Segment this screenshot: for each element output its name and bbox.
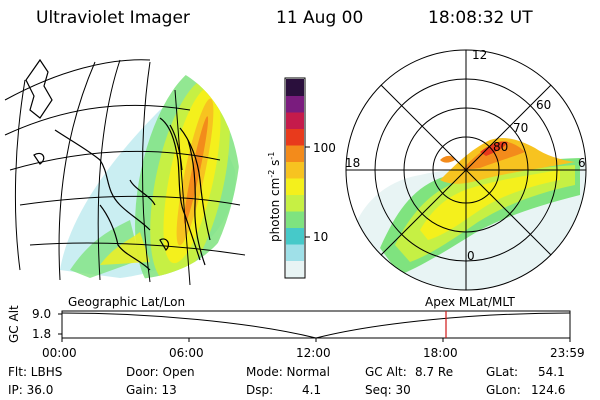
time-label-0600: 06:00 bbox=[169, 346, 204, 360]
apex-caption: Apex MLat/MLT bbox=[425, 295, 515, 309]
mlt-label-18: 18 bbox=[345, 156, 361, 170]
altitude-ylabel: GC Alt bbox=[7, 305, 21, 343]
seq-label: Seq: 30 bbox=[365, 383, 411, 397]
polar-plot bbox=[345, 49, 587, 291]
colorbar-segment bbox=[286, 227, 304, 245]
glon-label: GLon: bbox=[486, 383, 521, 397]
ip-label: IP: 36.0 bbox=[8, 383, 54, 397]
colorbar-unit-label: photon cm-2 s-1 bbox=[267, 151, 282, 242]
gc-alt-label: GC Alt: bbox=[365, 365, 407, 379]
time-label-0000: 00:00 bbox=[42, 346, 77, 360]
colorbar-segment bbox=[286, 79, 304, 96]
instrument-title: Ultraviolet Imager bbox=[36, 8, 190, 28]
filter-label: Flt: LBHS bbox=[8, 365, 63, 379]
altitude-plot bbox=[58, 310, 571, 342]
dsp-label: Dsp: bbox=[246, 383, 274, 397]
time-label-2359: 23:59 bbox=[550, 346, 585, 360]
colorbar-tick-100: 100 bbox=[313, 141, 336, 155]
colorbar-segment bbox=[286, 95, 304, 113]
time-label-1200: 12:00 bbox=[296, 346, 331, 360]
colorbar-segment bbox=[286, 211, 304, 228]
mlt-label-12: 12 bbox=[472, 48, 488, 62]
colorbar bbox=[284, 77, 310, 279]
colorbar-segment bbox=[286, 260, 304, 278]
gain-label: Gain: 13 bbox=[126, 383, 177, 397]
mlt-label-0: 0 bbox=[467, 249, 475, 263]
geographic-map bbox=[4, 58, 246, 286]
mlat-label-60: 60 bbox=[536, 98, 552, 112]
glat-value: 54.1 bbox=[538, 365, 565, 379]
colorbar-segment bbox=[286, 128, 304, 146]
dsp-value: 4.1 bbox=[302, 383, 322, 397]
colorbar-segment bbox=[286, 161, 304, 179]
gc-alt-value: 8.7 Re bbox=[415, 365, 454, 379]
glat-label: GLat: bbox=[486, 365, 519, 379]
colorbar-segment bbox=[286, 112, 304, 129]
colorbar-tick-10: 10 bbox=[313, 230, 329, 244]
mode-label: Mode: Normal bbox=[246, 365, 330, 379]
colorbar-segment bbox=[286, 178, 304, 195]
altitude-tick-low: 1.8 bbox=[32, 327, 52, 341]
date-label: 11 Aug 00 bbox=[276, 8, 364, 28]
mlat-label-80: 80 bbox=[493, 140, 509, 154]
colorbar-segment bbox=[286, 194, 304, 212]
door-label: Door: Open bbox=[126, 365, 195, 379]
time-label-1800: 18:00 bbox=[423, 346, 458, 360]
time-label: 18:08:32 UT bbox=[428, 8, 533, 28]
glon-value: 124.6 bbox=[531, 383, 566, 397]
colorbar-segment bbox=[286, 145, 304, 162]
mlt-label-6: 6 bbox=[578, 156, 586, 170]
mlat-label-70: 70 bbox=[513, 121, 529, 135]
altitude-tick-high: 9.0 bbox=[32, 307, 52, 321]
colorbar-segment bbox=[286, 244, 304, 261]
geographic-caption: Geographic Lat/Lon bbox=[68, 295, 186, 309]
